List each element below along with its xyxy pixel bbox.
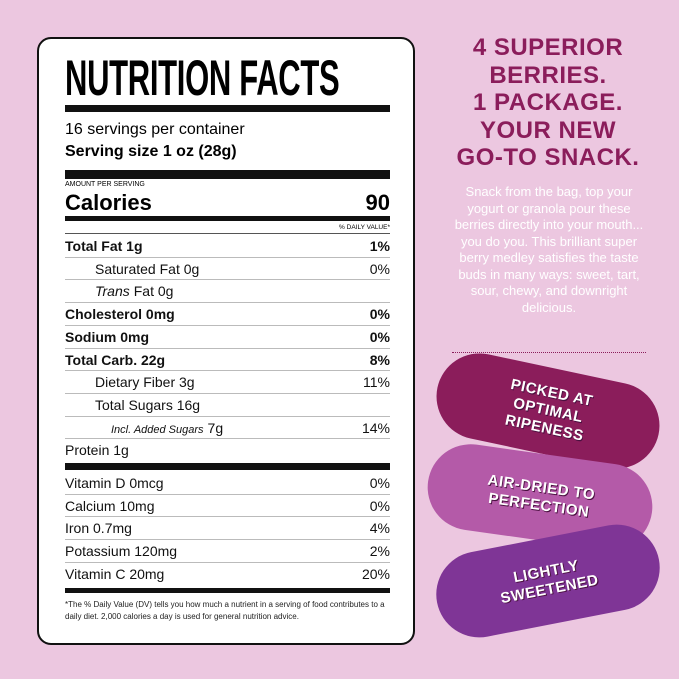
row-divider <box>65 370 390 372</box>
nutrient-italic: Trans <box>95 283 130 300</box>
nutrient-row: Vitamin C 20mg 20% <box>65 563 390 585</box>
divider <box>65 463 390 470</box>
daily-value: 20% <box>361 565 390 582</box>
daily-value: 0% <box>369 497 390 514</box>
nutrient-name: Trans Fat 0g <box>65 283 173 299</box>
dv-header: % DAILY VALUE* <box>339 224 390 231</box>
nutrient-name: Total Sugars 16g <box>65 397 200 413</box>
daily-value: 0% <box>369 306 390 323</box>
nutrient-text: Vitamin D 0mcg <box>65 475 164 491</box>
daily-value: 11% <box>363 374 390 391</box>
nutrient-row: Iron 0.7mg 4% <box>65 517 390 539</box>
row-divider <box>65 279 390 281</box>
nutrient-text: Saturated Fat 0g <box>95 260 200 277</box>
nutrient-text: Iron 0.7mg <box>65 520 132 537</box>
daily-value: 0% <box>369 328 390 345</box>
calories-label: Calories <box>65 190 152 215</box>
dotted-divider <box>452 352 646 353</box>
daily-value: 14% <box>361 419 390 436</box>
nutrient-row: Total Fat 1g 1% <box>65 235 390 257</box>
divider <box>65 216 390 221</box>
nutrient-row: Cholesterol 0mg 0% <box>65 303 390 325</box>
nutrient-row: Sodium 0mg 0% <box>65 326 390 348</box>
calories-value: 90 <box>365 190 390 215</box>
nutrient-name: Vitamin D 0mcg <box>65 475 164 491</box>
badge: LIGHTLY SWEETENED <box>428 517 668 645</box>
amount-per-serving: AMOUNT PER SERVING <box>65 181 145 188</box>
daily-value: 1% <box>369 238 390 254</box>
daily-value: 8% <box>369 351 390 368</box>
daily-value: 0% <box>369 260 390 277</box>
nutrient-text: Total Carb. 22g <box>65 351 166 368</box>
divider <box>65 105 390 112</box>
nutrient-row: Vitamin D 0mcg 0% <box>65 472 390 494</box>
nutrient-row: Dietary Fiber 3g 11% <box>65 371 390 393</box>
nutrition-label: NUTRITION FACTS 16 servings per containe… <box>37 37 415 645</box>
nutrient-text: Sodium 0mg <box>65 328 150 345</box>
headline-line: GO-TO SNACK. <box>456 144 640 171</box>
headline-line: 1 PACKAGE. <box>473 89 623 116</box>
serving-size: Serving size 1 oz (28g) <box>65 143 237 160</box>
row-divider <box>65 302 390 304</box>
nutrient-text: Protein 1g <box>65 442 129 459</box>
divider <box>65 587 390 593</box>
row-divider <box>65 256 390 258</box>
footnote: *The % Daily Value (DV) tells you how mu… <box>65 600 385 621</box>
headline-line: BERRIES. <box>489 61 607 89</box>
nutrient-name: Protein 1g <box>65 442 129 458</box>
nutrient-text: Total Sugars 16g <box>95 396 201 413</box>
label-title: NUTRITION FACTS <box>65 50 340 106</box>
nutrient-row: Protein 1g <box>65 439 390 461</box>
nutrient-text: Potassium 120mg <box>65 543 178 560</box>
nutrient-text: Vitamin C 20mg <box>65 565 165 582</box>
daily-value: 2% <box>369 543 390 560</box>
nutrient-name: Incl. Added Sugars 7g <box>65 420 223 436</box>
headline-line: 4 SUPERIOR <box>472 34 624 61</box>
row-divider <box>65 347 390 349</box>
nutrient-row: Total Carb. 22g 8% <box>65 349 390 371</box>
row-divider <box>65 539 390 541</box>
servings: 16 servings per container <box>65 121 245 138</box>
nutrient-name: Total Carb. 22g <box>65 352 165 368</box>
divider <box>65 233 390 234</box>
nutrient-text: 7g <box>207 419 224 436</box>
row-divider <box>65 438 390 440</box>
nutrient-italic: Incl. Added Sugars <box>111 423 204 436</box>
nutrient-name: Iron 0.7mg <box>65 520 132 536</box>
nutrient-name: Potassium 120mg <box>65 543 177 559</box>
nutrient-name: Saturated Fat 0g <box>65 261 199 277</box>
nutrient-row: Potassium 120mg 2% <box>65 540 390 562</box>
divider <box>65 170 390 179</box>
headline-line: YOUR NEW <box>480 116 616 144</box>
nutrient-text: Calcium 10mg <box>65 497 155 514</box>
nutrient-text: Total Fat 1g <box>65 238 143 254</box>
row-divider <box>65 324 390 326</box>
nutrient-row: Saturated Fat 0g 0% <box>65 258 390 280</box>
nutrient-name: Vitamin C 20mg <box>65 566 164 582</box>
nutrient-name: Calcium 10mg <box>65 498 154 514</box>
nutrient-row: Incl. Added Sugars 7g 14% <box>65 417 390 439</box>
daily-value: 0% <box>369 475 390 491</box>
description: Snack from the bag, top your yogurt or g… <box>454 184 644 315</box>
nutrient-row: Trans Fat 0g <box>65 280 390 302</box>
row-divider <box>65 516 390 518</box>
nutrient-name: Total Fat 1g <box>65 238 143 254</box>
nutrient-text: Dietary Fiber 3g <box>95 374 195 391</box>
daily-value: 4% <box>369 520 390 537</box>
nutrient-text: Fat 0g <box>133 283 174 300</box>
nutrient-name: Dietary Fiber 3g <box>65 374 195 390</box>
row-divider <box>65 415 390 417</box>
nutrient-row: Total Sugars 16g <box>65 394 390 416</box>
row-divider <box>65 392 390 394</box>
row-divider <box>65 561 390 563</box>
nutrient-text: Cholesterol 0mg <box>65 306 175 323</box>
nutrient-row: Calcium 10mg 0% <box>65 495 390 517</box>
row-divider <box>65 493 390 495</box>
nutrient-name: Cholesterol 0mg <box>65 306 175 322</box>
nutrient-name: Sodium 0mg <box>65 329 149 345</box>
